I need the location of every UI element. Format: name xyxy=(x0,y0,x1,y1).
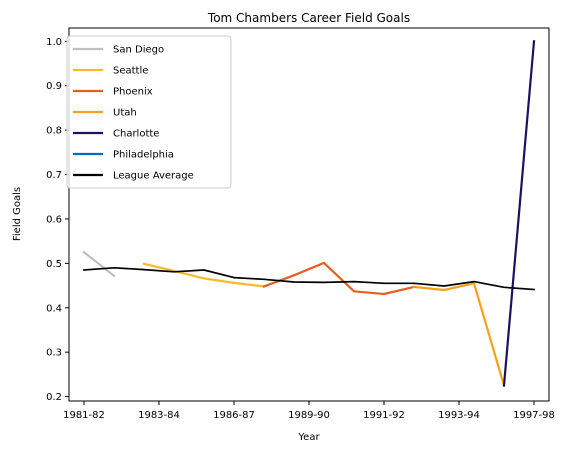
x-tick-label: 1997-98 xyxy=(513,410,555,421)
legend-label-league-average: League Average xyxy=(113,171,194,182)
y-axis: 0.2 0.3 0.4 0.5 0.6 0.7 0.8 0.9 1.0 xyxy=(46,37,69,403)
plot-frame xyxy=(68,27,550,402)
y-tick-label: 0.7 xyxy=(46,170,62,181)
chart-title: Tom Chambers Career Field Goals xyxy=(207,11,410,25)
x-axis-label: Year xyxy=(297,432,320,443)
x-tick-label: 1993-94 xyxy=(438,410,480,421)
y-tick-label: 1.0 xyxy=(46,37,62,48)
y-tick-label: 0.3 xyxy=(46,348,62,359)
series-line-utah xyxy=(412,282,506,387)
legend-box xyxy=(66,35,232,189)
y-tick-label: 0.6 xyxy=(46,214,62,225)
legend-label-seattle: Seattle xyxy=(113,66,148,77)
series-line-league-average xyxy=(83,266,535,291)
legend-label-utah: Utah xyxy=(113,108,137,119)
y-tick-label: 0.9 xyxy=(46,81,62,92)
legend-label-phoenix: Phoenix xyxy=(113,87,153,98)
x-tick-label: 1991-92 xyxy=(363,410,405,421)
legend-label-charlotte: Charlotte xyxy=(113,129,159,140)
y-axis-label: Field Goals xyxy=(12,187,23,241)
x-axis: 1981-82 1983-84 1986-87 1989-90 1991-92 1993-… xyxy=(63,401,555,421)
legend: San Diego Seattle Phoenix Utah Charlotte Phil… xyxy=(66,35,232,189)
series-line-seattle xyxy=(142,262,266,288)
legend-label-philadelphia: Philadelphia xyxy=(113,150,174,161)
series-line-charlotte xyxy=(502,40,536,387)
series-line-phoenix xyxy=(262,261,416,296)
x-tick-label: 1989-90 xyxy=(288,410,330,421)
x-tick-label: 1986-87 xyxy=(213,410,255,421)
x-tick-label: 1983-84 xyxy=(138,410,180,421)
y-tick-label: 0.5 xyxy=(46,259,62,270)
legend-label-san-diego: San Diego xyxy=(113,45,164,56)
series-line-san-diego xyxy=(82,250,116,278)
y-tick-label: 0.2 xyxy=(46,392,62,403)
x-tick-label: 1981-82 xyxy=(63,410,105,421)
plot-lines xyxy=(82,40,536,387)
y-tick-label: 0.4 xyxy=(46,303,62,314)
y-tick-label: 0.8 xyxy=(46,126,62,137)
